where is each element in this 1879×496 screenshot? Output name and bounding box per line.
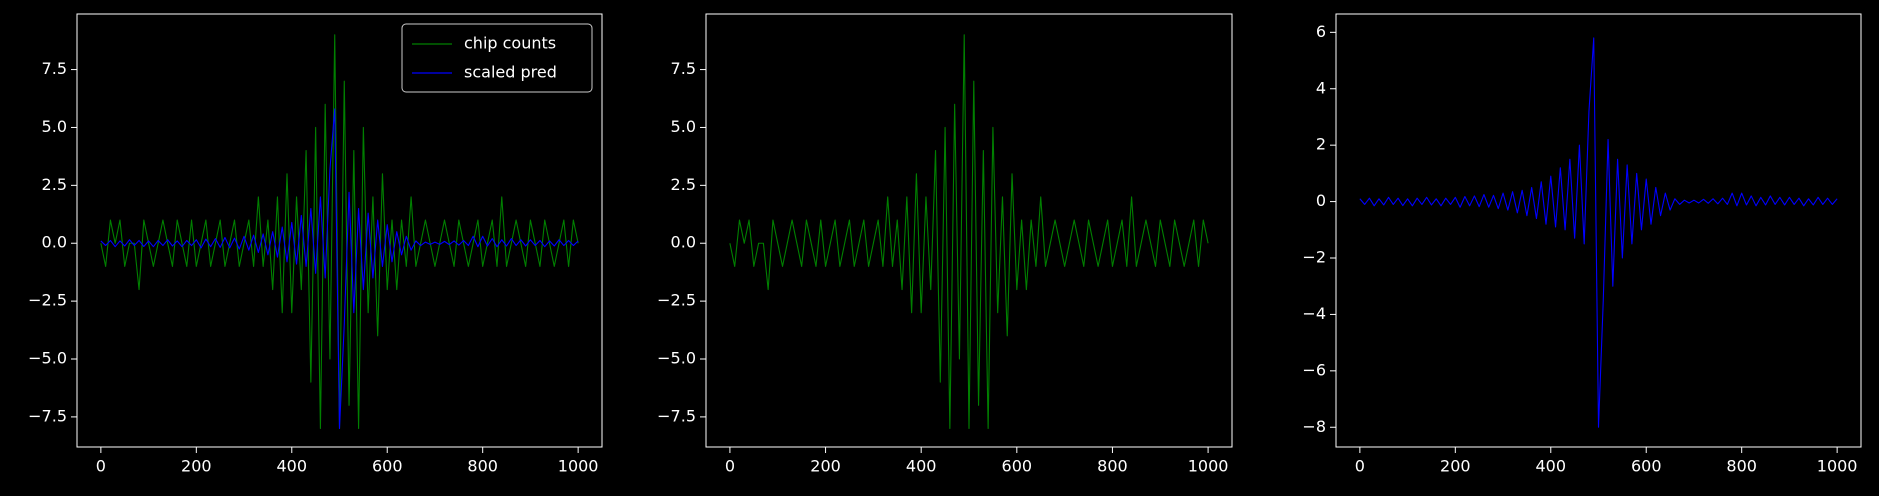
y-tick-label: −2.5 — [657, 291, 696, 310]
x-tick-label: 200 — [810, 457, 841, 476]
x-tick-label: 200 — [1440, 457, 1471, 476]
y-tick-label: −2 — [1302, 248, 1326, 267]
legend-box — [401, 23, 593, 93]
x-tick-label: 800 — [467, 457, 498, 476]
axes-frame — [1335, 13, 1862, 448]
x-tick-label: 400 — [1535, 457, 1566, 476]
y-tick-label: −2.5 — [28, 291, 67, 310]
y-tick-label: 5.0 — [671, 117, 696, 136]
y-tick-label: 4 — [1316, 78, 1326, 97]
legend-label: scaled pred — [464, 63, 557, 82]
x-tick-label: 800 — [1097, 457, 1128, 476]
x-tick-label: 600 — [372, 457, 403, 476]
x-tick-label: 0 — [725, 457, 735, 476]
y-tick-label: −4 — [1302, 304, 1326, 323]
series-line — [1359, 37, 1838, 428]
y-tick-label: 7.5 — [42, 59, 67, 78]
y-tick-label: 0 — [1316, 191, 1326, 210]
x-tick-label: 600 — [1002, 457, 1033, 476]
y-tick-label: −5.0 — [657, 349, 696, 368]
y-tick-label: 0.0 — [671, 233, 696, 252]
axes-frame — [76, 13, 603, 448]
series-line — [729, 34, 1209, 430]
axes-frame — [705, 13, 1233, 448]
x-tick-label: 0 — [1355, 457, 1365, 476]
x-tick-label: 1000 — [1817, 457, 1858, 476]
subplot: 0 200 400 600 800 1000 −7.5 −5.0 −2.5 0.0 2.5 5.0 7.… — [28, 13, 603, 476]
plot-area — [729, 34, 1209, 430]
y-tick-label: −8 — [1302, 417, 1326, 436]
x-tick-label: 400 — [276, 457, 307, 476]
x-tick-label: 1000 — [1188, 457, 1229, 476]
y-tick-label: 2.5 — [671, 175, 696, 194]
x-tick-label: 1000 — [558, 457, 599, 476]
x-tick-label: 800 — [1726, 457, 1757, 476]
x-tick-label: 600 — [1631, 457, 1662, 476]
x-tick-label: 200 — [181, 457, 212, 476]
plot-area — [1359, 37, 1838, 428]
series-line — [100, 108, 579, 430]
y-tick-label: 2 — [1316, 135, 1326, 154]
subplot: 0 200 400 600 800 1000 −7.5 −5.0 −2.5 0.0 2.5 5.0 7.… — [657, 13, 1233, 476]
y-tick-label: 6 — [1316, 22, 1326, 41]
y-tick-label: −7.5 — [28, 406, 67, 425]
y-tick-label: 2.5 — [42, 175, 67, 194]
y-tick-label: 5.0 — [42, 117, 67, 136]
series-line — [100, 34, 579, 430]
subplot: 0 200 400 600 800 1000 −8 −6 −4 −2 0 2 4 6 — [1302, 13, 1862, 476]
y-tick-label: 7.5 — [671, 59, 696, 78]
y-tick-label: −7.5 — [657, 406, 696, 425]
plot-area — [100, 34, 579, 430]
x-tick-label: 400 — [906, 457, 937, 476]
legend-label: chip counts — [464, 34, 556, 53]
y-tick-label: 0.0 — [42, 233, 67, 252]
y-tick-label: −6 — [1302, 360, 1326, 379]
y-tick-label: −5.0 — [28, 349, 67, 368]
x-tick-label: 0 — [96, 457, 106, 476]
